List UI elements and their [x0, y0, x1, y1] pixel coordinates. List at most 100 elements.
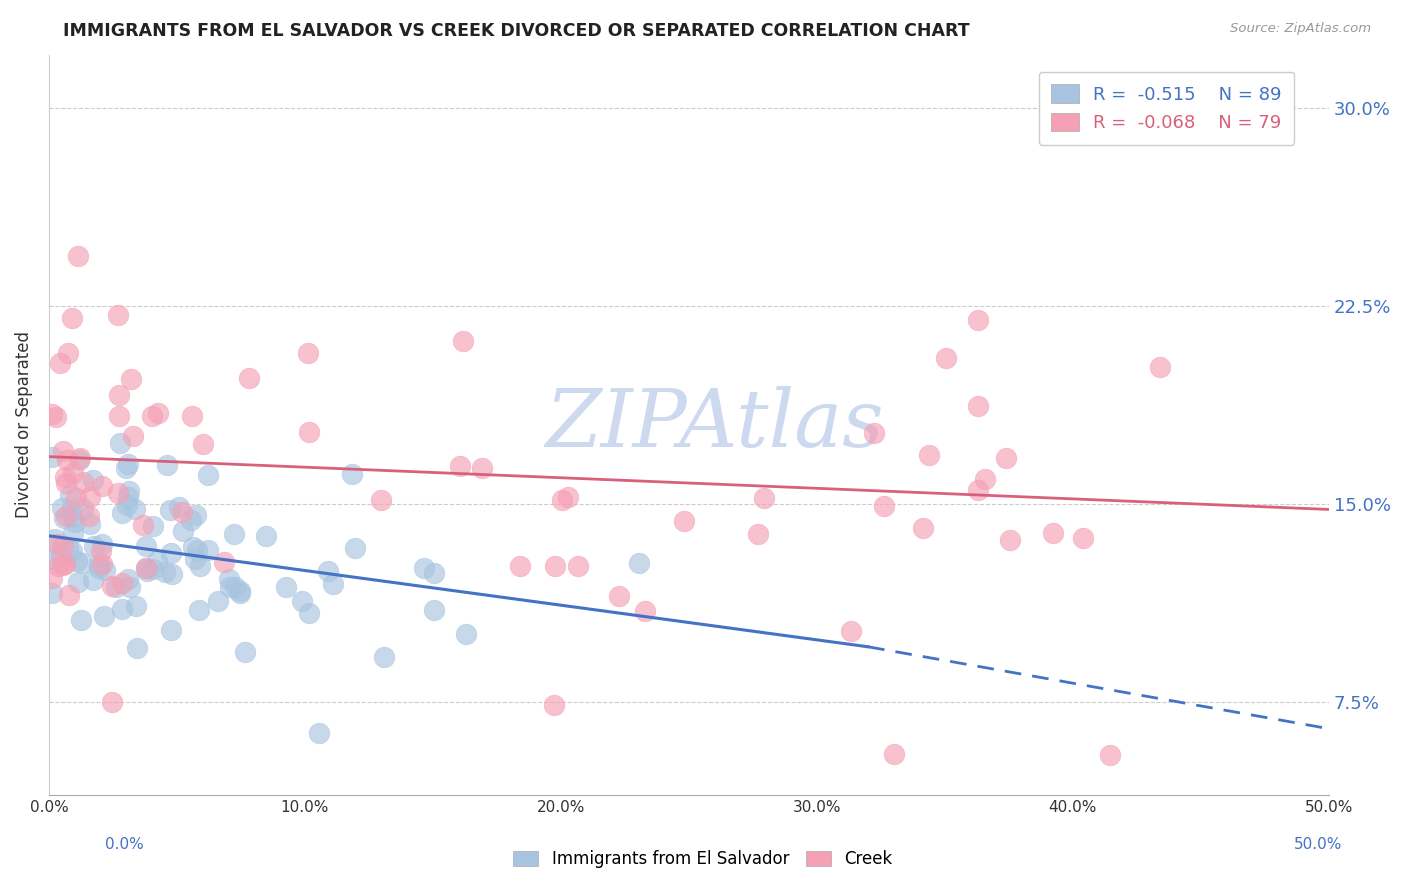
Point	[56, 542, 79, 557]
Point	[160, 546, 183, 560]
Point	[124, 502, 146, 516]
Point	[229, 584, 252, 599]
Point	[107, 485, 129, 500]
Point	[935, 351, 957, 366]
Point	[191, 437, 214, 451]
Point	[207, 594, 229, 608]
Point	[180, 409, 202, 423]
Point	[873, 500, 896, 514]
Point	[219, 580, 242, 594]
Point	[46, 537, 69, 551]
Point	[60, 509, 83, 524]
Point	[308, 726, 330, 740]
Point	[135, 561, 157, 575]
Point	[93, 609, 115, 624]
Point	[60, 310, 83, 325]
Point	[672, 514, 695, 528]
Point	[557, 490, 579, 504]
Point	[188, 602, 211, 616]
Point	[111, 576, 134, 591]
Point	[544, 559, 567, 574]
Point	[224, 527, 246, 541]
Point	[67, 453, 90, 467]
Point	[87, 561, 110, 575]
Point	[966, 399, 988, 413]
Point	[172, 524, 194, 538]
Point	[60, 544, 83, 558]
Point	[135, 561, 157, 575]
Point	[967, 312, 990, 326]
Point	[290, 594, 312, 608]
Point	[59, 487, 82, 501]
Point	[254, 529, 277, 543]
Point	[422, 566, 444, 580]
Point	[108, 388, 131, 402]
Point	[62, 467, 84, 481]
Point	[107, 308, 129, 322]
Point	[146, 554, 169, 568]
Point	[238, 371, 260, 385]
Point	[995, 450, 1018, 465]
Point	[754, 491, 776, 505]
Point	[156, 458, 179, 473]
Point	[142, 562, 165, 576]
Point	[90, 543, 112, 558]
Point	[111, 601, 134, 615]
Point	[551, 493, 574, 508]
Point	[146, 406, 169, 420]
Point	[118, 580, 141, 594]
Point	[274, 580, 297, 594]
Point	[298, 607, 321, 621]
Point	[543, 698, 565, 712]
Point	[184, 508, 207, 522]
Legend: R =  -0.515    N = 89, R =  -0.068    N = 79: R = -0.515 N = 89, R = -0.068 N = 79	[1039, 71, 1294, 145]
Point	[44, 532, 66, 546]
Point	[141, 409, 163, 423]
Point	[122, 429, 145, 443]
Point	[125, 599, 148, 614]
Text: 50.0%: 50.0%	[1295, 837, 1343, 852]
Point	[1071, 531, 1094, 545]
Point	[322, 576, 344, 591]
Point	[298, 425, 321, 440]
Point	[883, 747, 905, 761]
Point	[53, 557, 76, 571]
Point	[56, 346, 79, 360]
Point	[316, 564, 339, 578]
Point	[423, 603, 446, 617]
Point	[90, 558, 112, 572]
Point	[58, 588, 80, 602]
Point	[52, 558, 75, 573]
Point	[82, 573, 104, 587]
Point	[998, 533, 1021, 548]
Point	[567, 558, 589, 573]
Point	[911, 521, 934, 535]
Point	[342, 467, 364, 482]
Point	[45, 409, 67, 424]
Point	[59, 503, 82, 517]
Point	[136, 564, 159, 578]
Legend: Immigrants from El Salvador, Creek: Immigrants from El Salvador, Creek	[506, 844, 900, 875]
Point	[214, 555, 236, 569]
Point	[170, 505, 193, 519]
Point	[747, 527, 769, 541]
Point	[1098, 748, 1121, 763]
Text: ZIPAtlas: ZIPAtlas	[546, 386, 884, 464]
Point	[70, 613, 93, 627]
Point	[188, 558, 211, 573]
Point	[973, 472, 995, 486]
Point	[89, 557, 111, 571]
Point	[229, 586, 252, 600]
Point	[370, 493, 392, 508]
Point	[62, 526, 84, 541]
Point	[55, 476, 77, 491]
Point	[52, 443, 75, 458]
Point	[117, 572, 139, 586]
Point	[125, 640, 148, 655]
Point	[967, 483, 990, 498]
Point	[180, 513, 202, 527]
Point	[160, 566, 183, 581]
Point	[120, 372, 142, 386]
Point	[65, 491, 87, 505]
Point	[142, 519, 165, 533]
